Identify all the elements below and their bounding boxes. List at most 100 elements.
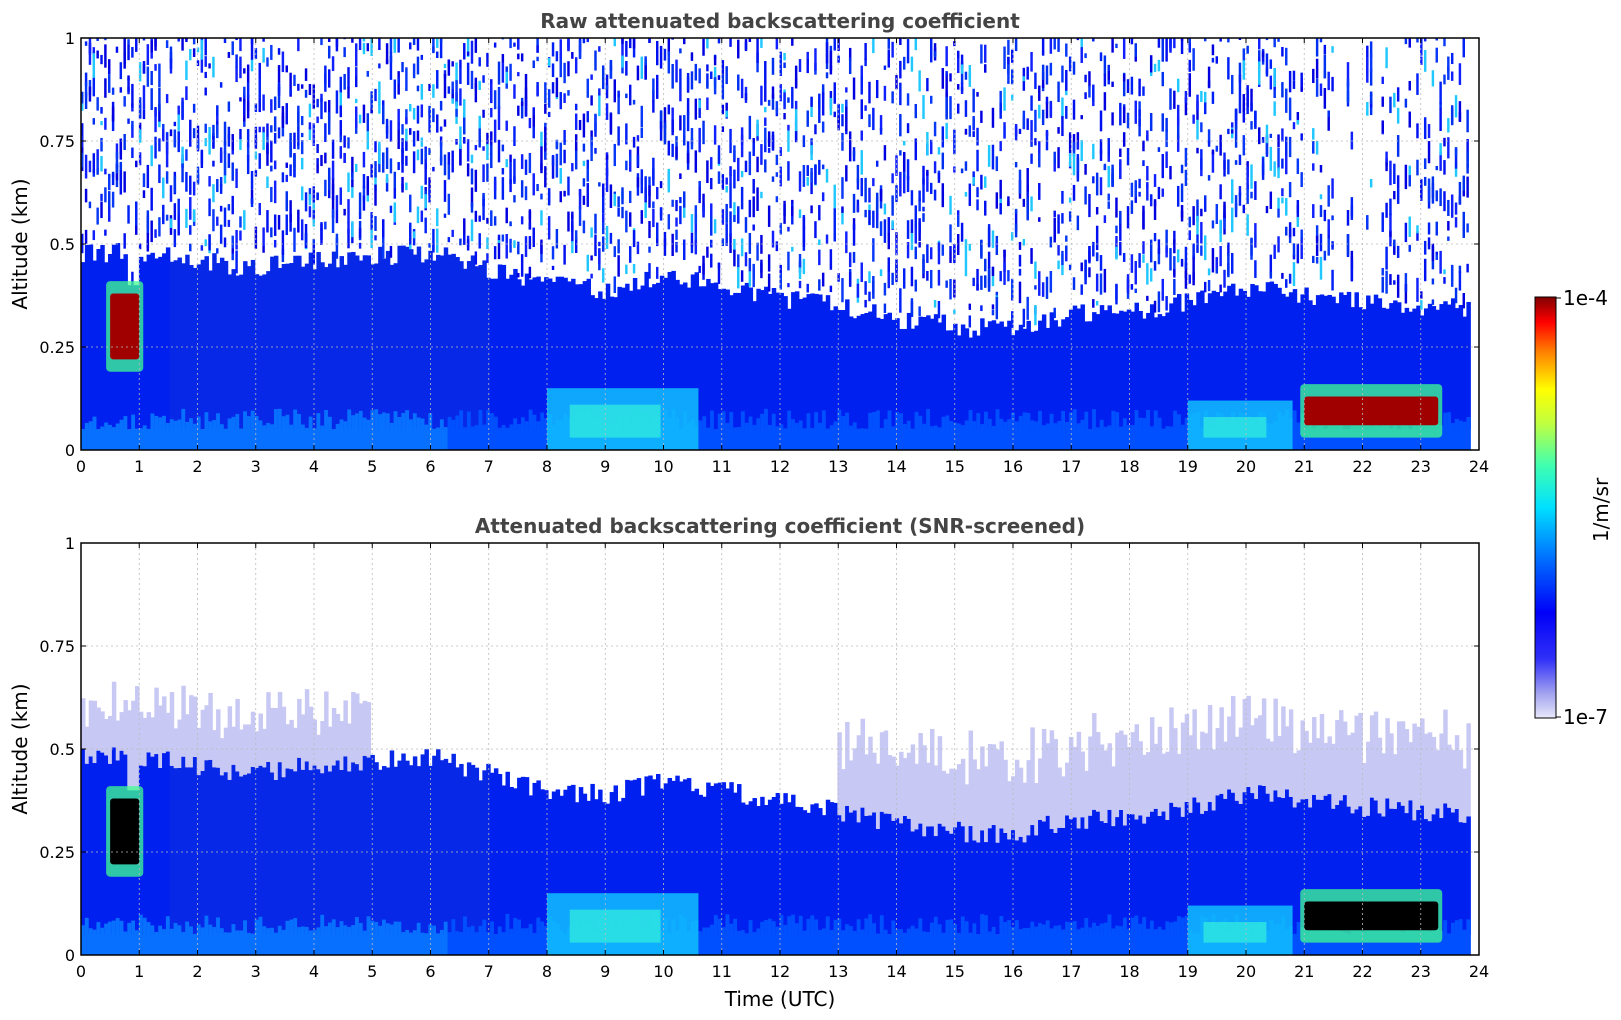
heatmap-cell (1103, 92, 1107, 111)
heatmap-cell (1084, 53, 1087, 59)
heatmap-cell (1207, 268, 1211, 276)
heatmap-cell (1250, 283, 1255, 430)
heatmap-cell (563, 93, 566, 103)
heatmap-cell (1300, 720, 1305, 800)
heatmap-cell (563, 130, 566, 143)
heatmap-cell (906, 752, 912, 819)
heatmap-cell (567, 176, 570, 196)
heatmap-cell (702, 206, 705, 216)
heatmap-cell (1393, 300, 1398, 430)
heatmap-cell (598, 92, 601, 117)
heatmap-cell (1292, 410, 1298, 450)
heatmap-cell (378, 141, 381, 165)
heatmap-cell (671, 270, 676, 430)
heatmap-cell (686, 287, 692, 430)
heatmap-cell (852, 318, 858, 430)
heatmap-cell (1431, 814, 1437, 935)
heatmap-cell (1393, 239, 1396, 247)
heatmap-cell (84, 726, 90, 764)
heatmap-cell (254, 415, 260, 450)
heatmap-cell (362, 417, 368, 450)
heatmap-cell (933, 189, 937, 201)
heatmap-cell (968, 730, 974, 827)
heatmap-cell (740, 186, 744, 210)
heatmap-cell (1219, 38, 1222, 42)
heatmap-cell (740, 270, 744, 282)
heatmap-cell (520, 154, 524, 169)
heatmap-cell (683, 38, 686, 45)
heatmap-cell (219, 738, 225, 776)
heatmap-cell (671, 143, 674, 157)
heatmap-cell (779, 166, 782, 187)
heatmap-cell (960, 222, 964, 242)
heatmap-cell (899, 38, 902, 45)
heatmap-cell (779, 292, 784, 430)
heatmap-cell (1377, 813, 1383, 935)
heatmap-cell (243, 86, 246, 97)
heatmap-cell (821, 410, 827, 450)
heatmap-cell (652, 208, 655, 228)
heatmap-cell (169, 46, 173, 63)
heatmap-cell (497, 237, 501, 243)
heatmap-cell (362, 185, 366, 201)
heatmap-cell (370, 410, 375, 450)
heatmap-cell (470, 426, 476, 450)
heatmap-cell (887, 410, 893, 450)
heatmap-cell (1142, 823, 1147, 935)
heatmap-cell (864, 428, 869, 450)
heatmap-cell (686, 778, 692, 935)
heatmap-cell (536, 45, 539, 53)
heatmap-cell (586, 278, 591, 430)
heatmap-cell (393, 202, 397, 223)
heatmap-cell (1219, 245, 1222, 267)
heatmap-cell (1065, 105, 1068, 119)
heatmap-cell (428, 188, 431, 203)
heatmap-cell (443, 758, 449, 935)
heatmap-cell (779, 914, 784, 955)
heatmap-cell (1080, 47, 1083, 63)
heatmap-cell (1211, 151, 1215, 173)
heatmap-cell (1350, 260, 1354, 282)
heatmap-cell (771, 921, 777, 955)
heatmap-cell (1281, 706, 1286, 798)
heatmap-cell (297, 414, 302, 450)
heatmap-cell (1026, 760, 1031, 836)
heatmap-cell (737, 74, 740, 91)
heatmap-cell (879, 811, 885, 935)
heatmap-cell (1246, 85, 1249, 108)
heatmap-cell (1312, 128, 1315, 140)
heatmap-cell (1381, 96, 1384, 107)
heatmap-cell (1400, 312, 1406, 430)
heatmap-cell (235, 250, 238, 274)
heatmap-cell (628, 246, 632, 263)
heatmap-cell (266, 422, 271, 450)
y-tick-label: 1 (65, 29, 75, 48)
heatmap-cell (1439, 304, 1444, 430)
heatmap-cell (1219, 219, 1222, 243)
heatmap-cell (794, 291, 800, 430)
heatmap-cell (92, 700, 98, 764)
heatmap-cell (667, 140, 671, 156)
heatmap-cell (1423, 240, 1427, 255)
heatmap-cell (1366, 295, 1371, 430)
heatmap-cell (497, 239, 501, 260)
heatmap-cell (1231, 122, 1234, 128)
heatmap-cell (640, 128, 644, 138)
heatmap-cell (848, 926, 854, 955)
heatmap-cell (1404, 164, 1408, 190)
heatmap-cell (1435, 251, 1438, 257)
heatmap-cell (1304, 426, 1309, 450)
heatmap-cell (1138, 923, 1143, 955)
heatmap-cell (806, 283, 809, 293)
heatmap-cell (1215, 267, 1219, 274)
heatmap-cell (243, 117, 246, 127)
heatmap-cell (802, 164, 806, 187)
heatmap-cell (439, 38, 443, 59)
heatmap-cell (737, 784, 742, 935)
heatmap-cell (883, 314, 889, 430)
heatmap-cell (281, 416, 287, 450)
heatmap-cell (1041, 728, 1047, 822)
heatmap-cell (1149, 426, 1155, 450)
heatmap-cell (1238, 74, 1242, 97)
heatmap-cell (1223, 160, 1226, 177)
